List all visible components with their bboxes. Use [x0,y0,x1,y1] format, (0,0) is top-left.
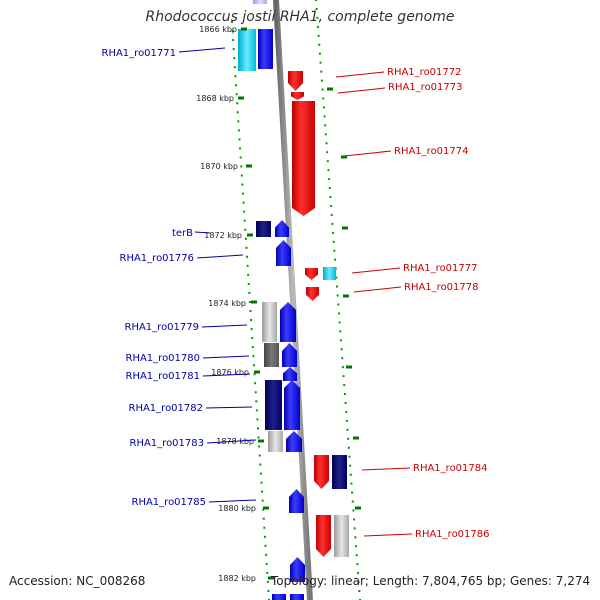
label-leader-line [363,533,413,537]
gene-block-1780[interactable] [264,343,279,367]
gene-block-1782[interactable] [265,380,282,430]
gene-labels: RHA1_ro01771 terB RHA1_ro01776 RHA1_ro01779… [102,47,490,540]
tick-mark [342,226,348,230]
gene-features [238,0,349,600]
tick-mark [251,300,257,304]
tick-mark [263,506,269,510]
label-leader-line [208,499,257,503]
tick-mark [238,96,244,100]
label-leader-line [202,355,250,359]
gene-block-bottom-a[interactable] [272,594,286,600]
gene-arrow-1771b[interactable] [258,29,273,69]
gene-label-left[interactable]: RHA1_ro01781 [126,371,201,382]
gene-arrow-1786[interactable] [316,515,331,557]
accession-label: Accession: NC_008268 [9,574,146,588]
tick-label: 1880 kbp [218,504,256,513]
label-leader-line [178,47,226,53]
left-guide-dots [231,21,270,600]
tick-label: 1868 kbp [196,94,234,103]
gene-arrow-terb-fwd[interactable] [275,220,289,237]
gene-block-1783[interactable] [268,431,283,452]
gene-label-right[interactable]: RHA1_ro01786 [415,529,490,540]
label-leader-line [337,87,386,94]
tick-label: 1866 kbp [199,25,237,34]
gene-arrow-1772[interactable] [288,71,303,91]
gene-label-left[interactable]: RHA1_ro01785 [132,497,207,508]
tick-mark [258,439,264,443]
gene-arrow-1781[interactable] [283,367,297,381]
gene-block-1777b[interactable] [323,267,336,280]
tick-label: 1874 kbp [208,299,246,308]
gene-arrow-1778[interactable] [306,287,319,301]
tick-label: 1876 kbp [211,368,249,377]
tick-mark [241,27,247,31]
gene-block-1771a[interactable] [238,29,256,71]
tick-label: 1872 kbp [204,231,242,240]
genome-backbone [273,0,313,600]
tick-mark [346,365,352,369]
label-leader-line [351,267,401,274]
tick-mark [353,436,359,440]
gene-label-right[interactable]: RHA1_ro01774 [394,146,469,157]
gene-arrow-1773[interactable] [291,92,304,100]
gene-label-left[interactable]: RHA1_ro01782 [129,403,204,414]
gene-block-1786b[interactable] [334,515,349,557]
gene-label-right[interactable]: RHA1_ro01784 [413,463,488,474]
gene-label-left[interactable]: RHA1_ro01776 [120,253,195,264]
gene-label-right[interactable]: RHA1_ro01773 [388,82,463,93]
gene-arrow-1776[interactable] [276,240,291,266]
tick-mark [246,164,252,168]
gene-block-top-pale[interactable] [253,0,267,4]
gene-label-left[interactable]: RHA1_ro01783 [130,438,205,449]
tick-mark [355,506,361,510]
map-title: Rhodococcus jostii RHA1, complete genome [145,9,455,25]
gene-arrow-1782[interactable] [284,380,300,430]
label-leader-line [335,71,385,78]
gene-block-bottom-b[interactable] [290,594,304,600]
gene-block-1779[interactable] [262,302,277,342]
tick-mark [343,294,349,298]
guide-dots [231,0,361,600]
genome-summary: Topology: linear; Length: 7,804,765 bp; … [271,574,591,588]
label-leader-line [361,467,411,471]
gene-block-1784b[interactable] [332,455,347,489]
position-ticks: 1866 kbp 1868 kbp 1870 kbp 1872 kbp 1874 kbp… [196,25,361,583]
gene-label-left[interactable]: RHA1_ro01780 [126,353,201,364]
gene-label-left[interactable]: RHA1_ro01779 [125,322,200,333]
label-leader-line [202,373,251,377]
gene-arrow-1777[interactable] [305,268,318,280]
tick-mark [268,576,274,580]
gene-label-right[interactable]: RHA1_ro01778 [404,282,479,293]
label-leader-line [353,286,402,293]
gene-label-right[interactable]: RHA1_ro01777 [403,263,478,274]
tick-label: 1882 kbp [218,574,256,583]
gene-arrow-1779[interactable] [280,302,296,342]
label-leader-line [206,439,257,444]
tick-mark [327,87,333,91]
gene-arrow-1784[interactable] [314,455,329,489]
label-leader-line [205,406,253,409]
gene-block-terb[interactable] [256,221,271,237]
label-leader-line [201,324,248,328]
tick-mark [247,233,253,237]
tick-mark [254,370,260,374]
label-leader-line [343,150,392,157]
gene-arrow-1785[interactable] [289,489,304,513]
gene-arrow-1780[interactable] [282,343,297,367]
gene-label-left[interactable]: terB [172,228,193,239]
gene-arrow-bottom[interactable] [290,557,305,582]
tick-label: 1870 kbp [200,162,238,171]
tick-mark [341,155,347,159]
gene-arrow-1783[interactable] [286,431,302,452]
gene-label-left[interactable]: RHA1_ro01771 [102,48,177,59]
gene-arrow-1774[interactable] [292,101,315,216]
gene-label-right[interactable]: RHA1_ro01772 [387,67,462,78]
label-leader-line [196,254,244,259]
right-guide-dots [315,0,361,600]
label-leader-line [194,231,211,234]
